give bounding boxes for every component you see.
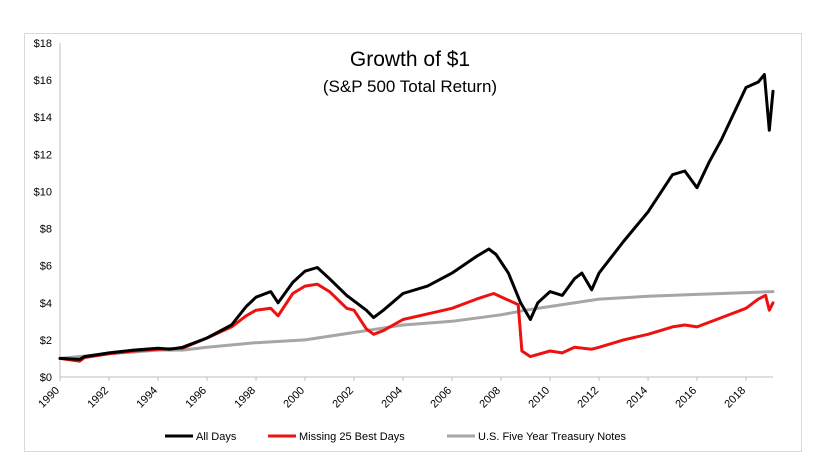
x-axis: 1990 1992 1994 1996 1998 2000 2002 2004 2006 2008… <box>36 376 773 411</box>
y-tick-label: $4 <box>40 298 52 310</box>
y-tick-label: $8 <box>40 224 52 236</box>
x-tick-label: 2008 <box>477 385 503 411</box>
y-tick-label: $18 <box>34 38 52 50</box>
x-tick-label: 2000 <box>281 385 307 411</box>
chart-subtitle: (S&P 500 Total Return) <box>323 77 497 96</box>
chart-title: Growth of $1 <box>350 48 470 71</box>
legend-label: U.S. Five Year Treasury Notes <box>478 431 626 443</box>
y-tick-label: $14 <box>34 112 52 124</box>
y-tick-label: $2 <box>40 335 52 347</box>
legend-label: All Days <box>196 431 237 443</box>
treasury-notes-line <box>58 290 775 360</box>
x-tick-label: 2012 <box>575 385 601 411</box>
y-tick-label: $0 <box>40 372 52 384</box>
x-tick-label: 2004 <box>379 385 405 411</box>
x-tick-label: 1990 <box>36 385 62 411</box>
x-tick-label: 1992 <box>85 385 111 411</box>
y-tick-label: $6 <box>40 261 52 273</box>
x-tick-label: 2010 <box>526 385 552 411</box>
series-layer <box>58 73 775 363</box>
y-tick-label: $10 <box>34 186 52 198</box>
legend-label: Missing 25 Best Days <box>299 431 405 443</box>
x-tick-label: 2014 <box>624 385 650 411</box>
x-tick-label: 1996 <box>183 385 209 411</box>
x-tick-label: 2018 <box>722 385 748 411</box>
legend: All Days Missing 25 Best Days U.S. Five Ye… <box>165 431 626 443</box>
x-tick-label: 1998 <box>232 385 258 411</box>
y-axis: $0 $2 $4 $6 $8 $10 $12 $14 $16 $18 <box>34 38 61 384</box>
x-tick-label: 2016 <box>673 385 699 411</box>
all-days-line <box>58 73 775 361</box>
x-tick-label: 1994 <box>134 385 160 411</box>
y-tick-label: $12 <box>34 149 52 161</box>
y-tick-label: $16 <box>34 75 52 87</box>
x-tick-label: 2002 <box>330 385 356 411</box>
chart-area-border <box>24 33 802 452</box>
x-tick-label: 2006 <box>428 385 454 411</box>
